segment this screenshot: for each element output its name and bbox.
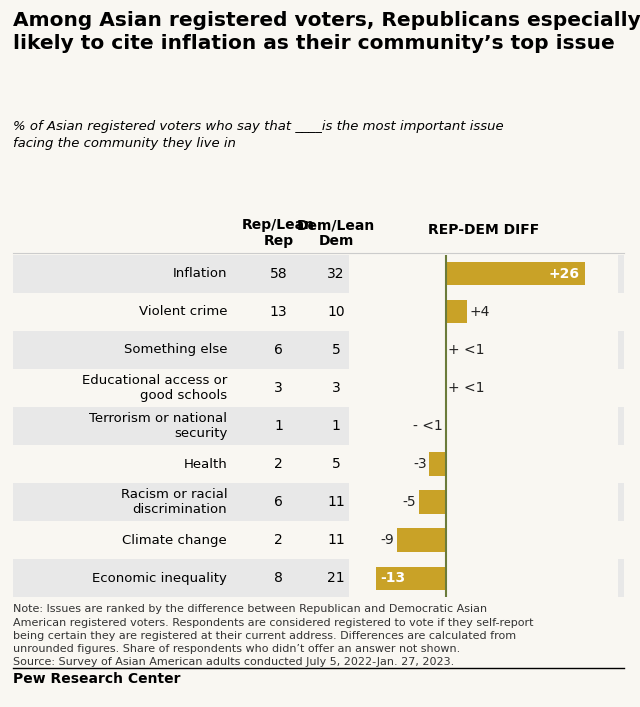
Text: Racism or racial
discrimination: Racism or racial discrimination <box>120 488 227 516</box>
Bar <box>429 452 445 476</box>
Text: 5: 5 <box>332 343 340 357</box>
Text: 2: 2 <box>274 533 283 547</box>
Text: -5: -5 <box>403 495 416 509</box>
Text: 6: 6 <box>274 495 283 509</box>
Text: Terrorism or national
security: Terrorism or national security <box>89 412 227 440</box>
Text: -9: -9 <box>381 533 394 547</box>
Bar <box>376 566 445 590</box>
Text: -13: -13 <box>380 571 405 585</box>
Text: +26: +26 <box>549 267 580 281</box>
Text: Among Asian registered voters, Republicans especially
likely to cite inflation a: Among Asian registered voters, Republica… <box>13 11 640 53</box>
Text: Economic inequality: Economic inequality <box>92 572 227 585</box>
Text: 1: 1 <box>332 419 340 433</box>
Text: Violent crime: Violent crime <box>139 305 227 318</box>
Text: Rep/Lean
Rep: Rep/Lean Rep <box>242 218 315 248</box>
Text: + <1: + <1 <box>448 343 484 357</box>
Text: 21: 21 <box>327 571 345 585</box>
Text: Health: Health <box>184 457 227 471</box>
Text: 3: 3 <box>332 381 340 395</box>
Text: Note: Issues are ranked by the difference between Republican and Democratic Asia: Note: Issues are ranked by the differenc… <box>13 604 533 667</box>
Text: -3: -3 <box>413 457 427 471</box>
Text: 11: 11 <box>327 495 345 509</box>
Text: 10: 10 <box>327 305 345 319</box>
Bar <box>445 300 467 324</box>
Text: REP-DEM DIFF: REP-DEM DIFF <box>428 223 539 237</box>
Text: Climate change: Climate change <box>122 534 227 547</box>
Text: % of Asian registered voters who say that ____is the most important issue
facing: % of Asian registered voters who say tha… <box>13 120 504 150</box>
Text: Dem/Lean
Dem: Dem/Lean Dem <box>297 218 375 248</box>
Text: 8: 8 <box>274 571 283 585</box>
Text: 5: 5 <box>332 457 340 471</box>
Text: +4: +4 <box>470 305 490 319</box>
Text: 3: 3 <box>274 381 283 395</box>
Text: 13: 13 <box>269 305 287 319</box>
Text: - <1: - <1 <box>413 419 443 433</box>
Text: 6: 6 <box>274 343 283 357</box>
Text: 11: 11 <box>327 533 345 547</box>
Bar <box>445 262 586 286</box>
Text: + <1: + <1 <box>448 381 484 395</box>
Text: Educational access or
good schools: Educational access or good schools <box>82 374 227 402</box>
Text: Inflation: Inflation <box>173 267 227 280</box>
Text: Pew Research Center: Pew Research Center <box>13 672 180 686</box>
Text: 2: 2 <box>274 457 283 471</box>
Text: 1: 1 <box>274 419 283 433</box>
Text: 32: 32 <box>327 267 345 281</box>
Bar <box>419 491 445 514</box>
Text: Something else: Something else <box>124 344 227 356</box>
Text: 58: 58 <box>269 267 287 281</box>
Bar <box>397 528 445 552</box>
